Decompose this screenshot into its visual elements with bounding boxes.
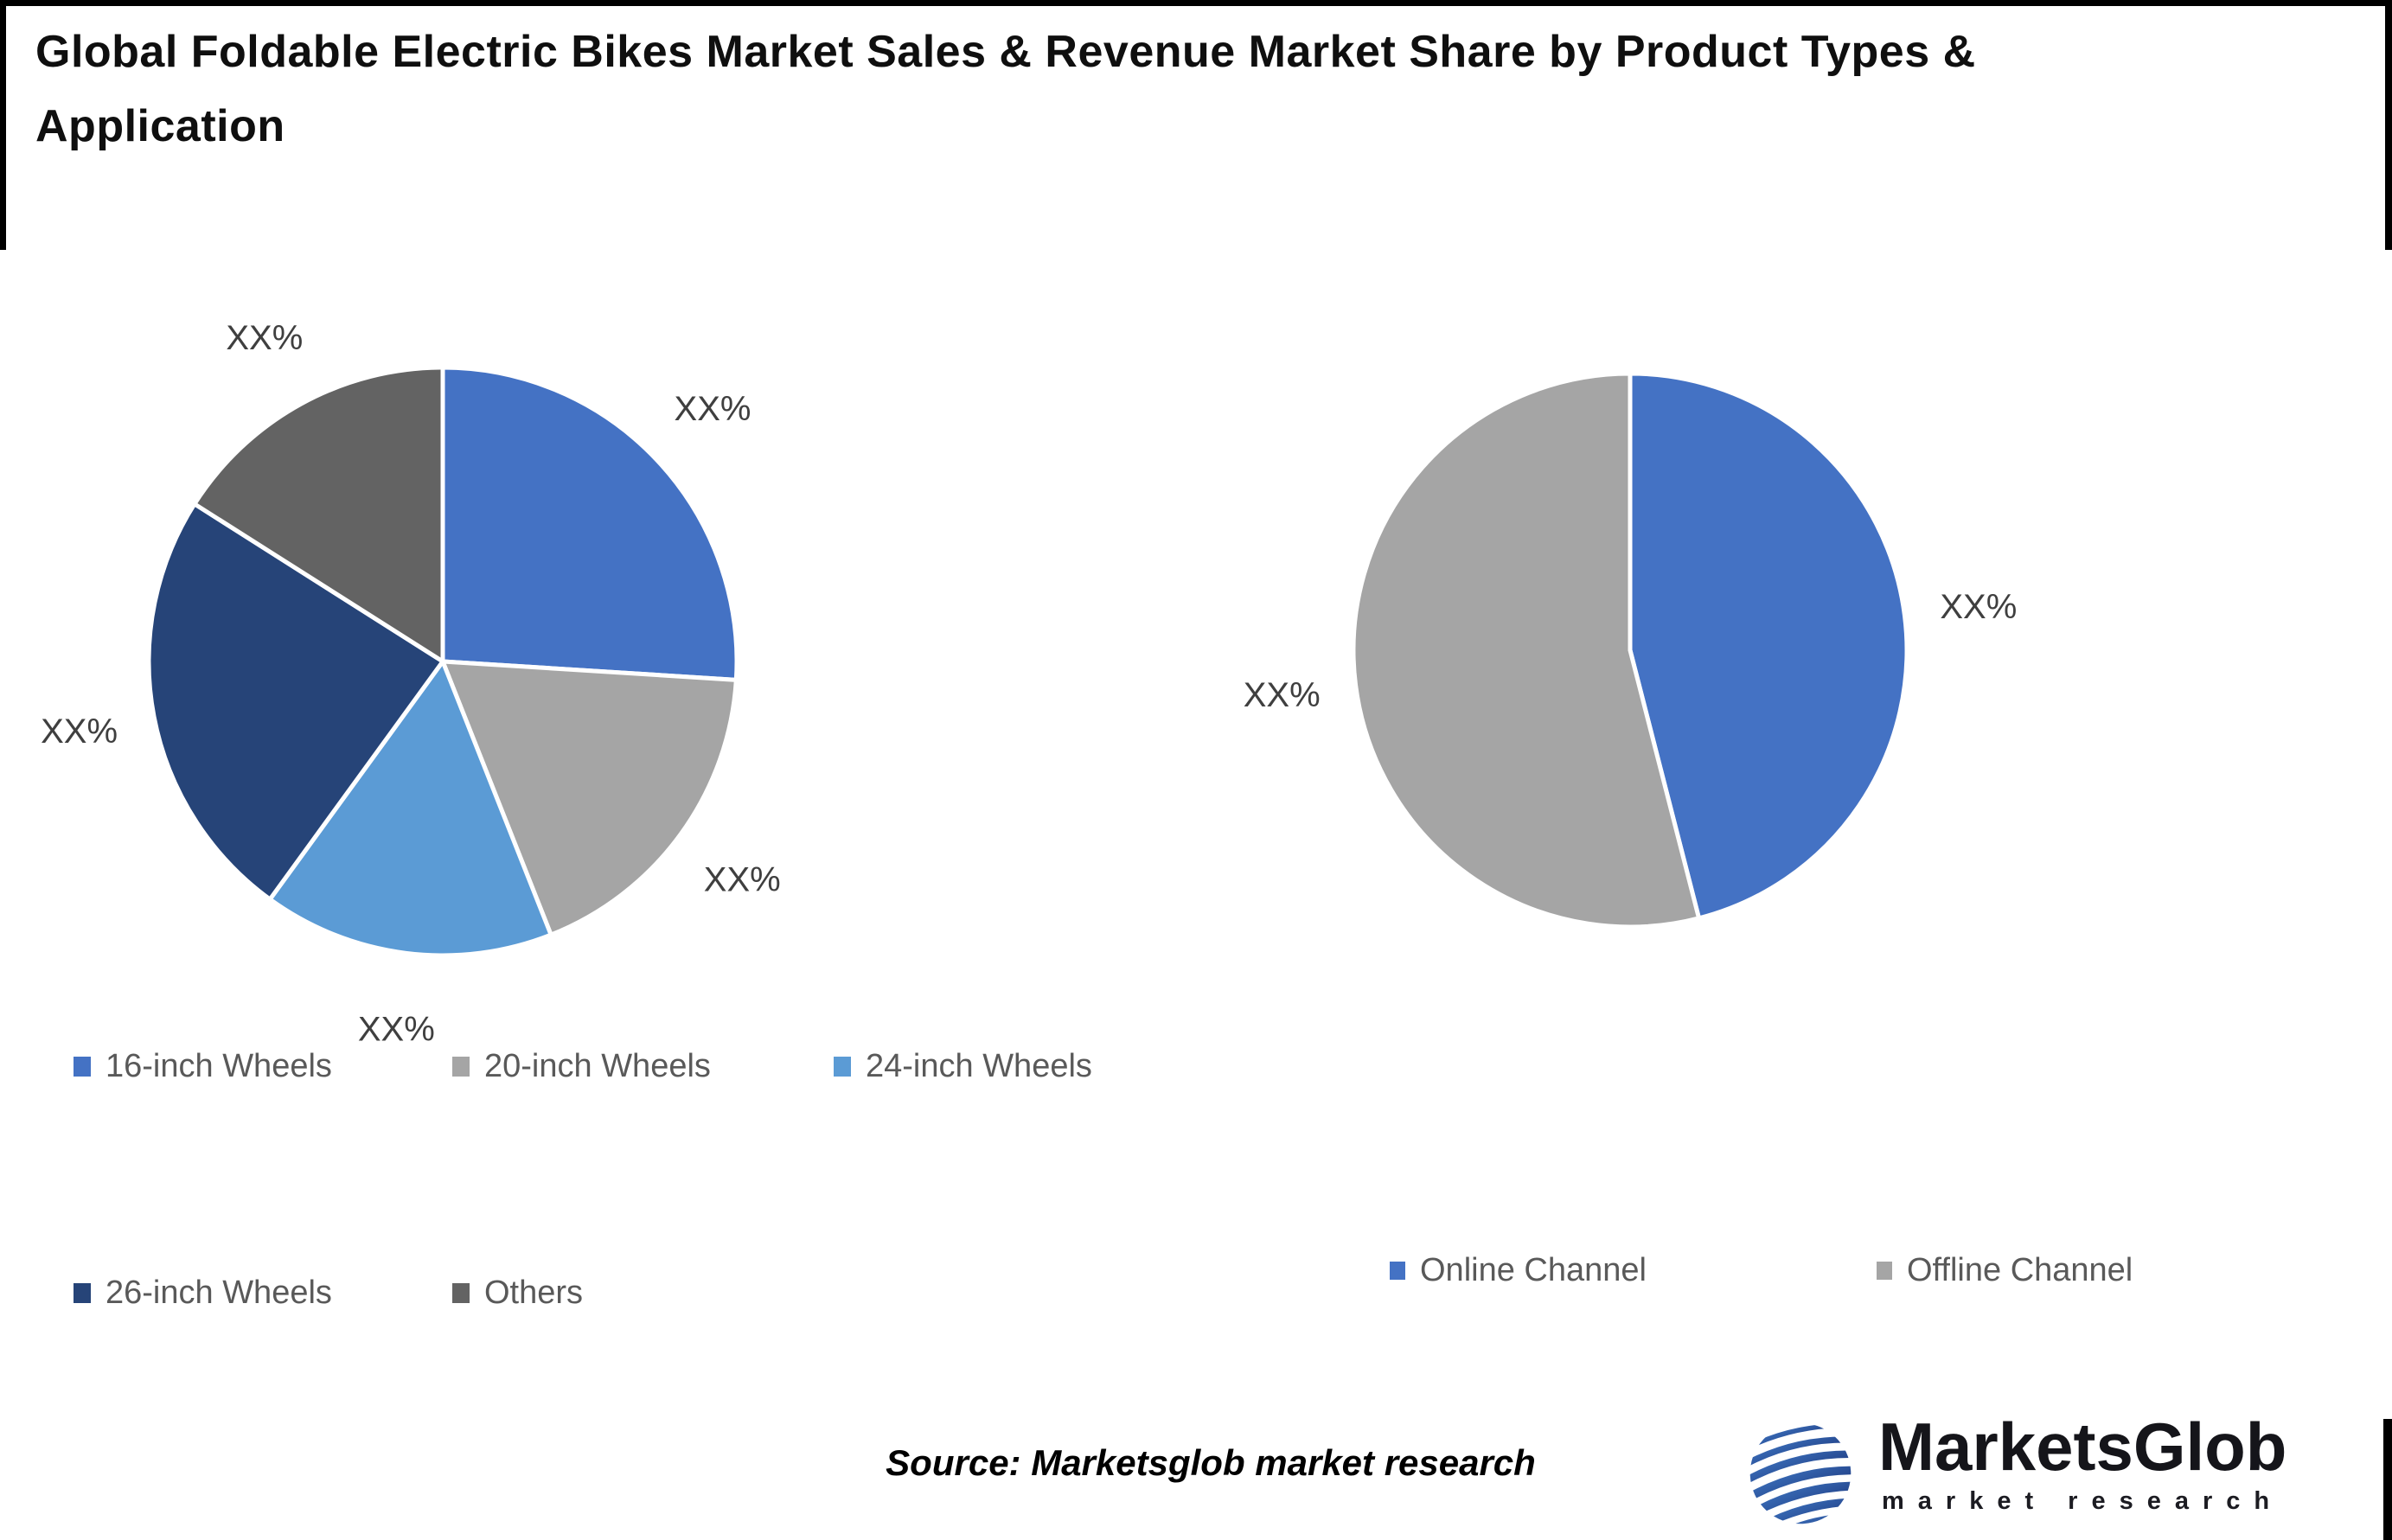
legend-marker-others: [452, 1282, 470, 1303]
source-note: Source: Marketsglob market research: [886, 1442, 1536, 1483]
slice-value-label-20-inch-wheels: XX%: [704, 861, 781, 899]
legend-marker-offline-channel: [1877, 1261, 1892, 1280]
marketsglob-logo: MarketsGlob market research: [1747, 1409, 2361, 1540]
pie-slice-26-inch-wheels: [146, 502, 445, 902]
legend-label: Offline Channel: [1907, 1251, 2133, 1288]
legend-label: 16-inch Wheels: [106, 1047, 332, 1084]
slice-value-label-16-inch-wheels: XX%: [675, 390, 751, 428]
legend-item-26-inch-wheels: 26-inch Wheels: [74, 1273, 332, 1313]
legend-marker-online-channel: [1390, 1261, 1405, 1280]
title-box: Global Foldable Electric Bikes Market Sa…: [0, 0, 2392, 250]
slice-value-label-others: XX%: [226, 319, 303, 357]
logo-tagline: market research: [1882, 1487, 2284, 1515]
legend-label: Online Channel: [1420, 1251, 1647, 1288]
legend-label: 24-inch Wheels: [866, 1047, 1092, 1084]
pie-slice-24-inch-wheels: [267, 659, 553, 958]
legend-marker-16-inch-wheels: [74, 1056, 91, 1077]
legend-item-others: Others: [452, 1273, 583, 1313]
pie-slice-online-channel: [1628, 371, 1909, 921]
pie-slice-offline-channel: [1351, 371, 1702, 930]
edge-bar-bottom-right: [2383, 1419, 2392, 1540]
pie-slice-16-inch-wheels: [440, 365, 739, 682]
legend-item-16-inch-wheels: 16-inch Wheels: [74, 1046, 332, 1086]
pie-chart-product-types: XX% XX% XX% XX% XX%: [41, 319, 781, 1049]
legend-item-24-inch-wheels: 24-inch Wheels: [834, 1046, 1092, 1086]
legend-item-20-inch-wheels: 20-inch Wheels: [452, 1046, 711, 1086]
legend-marker-20-inch-wheels: [452, 1056, 470, 1077]
legend-item-offline-channel: Offline Channel: [1877, 1250, 2133, 1290]
slice-value-label-offline-channel: XX%: [1244, 676, 1321, 714]
legend-label: 20-inch Wheels: [484, 1047, 711, 1084]
legend-marker-26-inch-wheels: [74, 1282, 91, 1303]
slice-value-label-online-channel: XX%: [1940, 588, 2017, 626]
globe-icon: [1747, 1423, 1854, 1527]
pie-chart-application: XX% XX%: [1244, 371, 2017, 930]
page-title-line1: Global Foldable Electric Bikes Market Sa…: [35, 27, 1976, 77]
legend-item-online-channel: Online Channel: [1390, 1250, 1647, 1290]
slice-value-label-26-inch-wheels: XX%: [41, 712, 118, 751]
pie-slice-20-inch-wheels: [440, 659, 739, 937]
slice-value-label-24-inch-wheels: XX%: [358, 1011, 435, 1049]
legend-marker-24-inch-wheels: [834, 1056, 851, 1077]
pie-slice-others: [192, 365, 445, 664]
legend-label: Others: [484, 1274, 584, 1311]
page-title: Global Foldable Electric Bikes Market Sa…: [35, 15, 2301, 163]
legend-label: 26-inch Wheels: [106, 1274, 332, 1311]
logo-name: MarketsGlob: [1878, 1409, 2287, 1485]
page-title-line2: Application: [35, 101, 285, 151]
